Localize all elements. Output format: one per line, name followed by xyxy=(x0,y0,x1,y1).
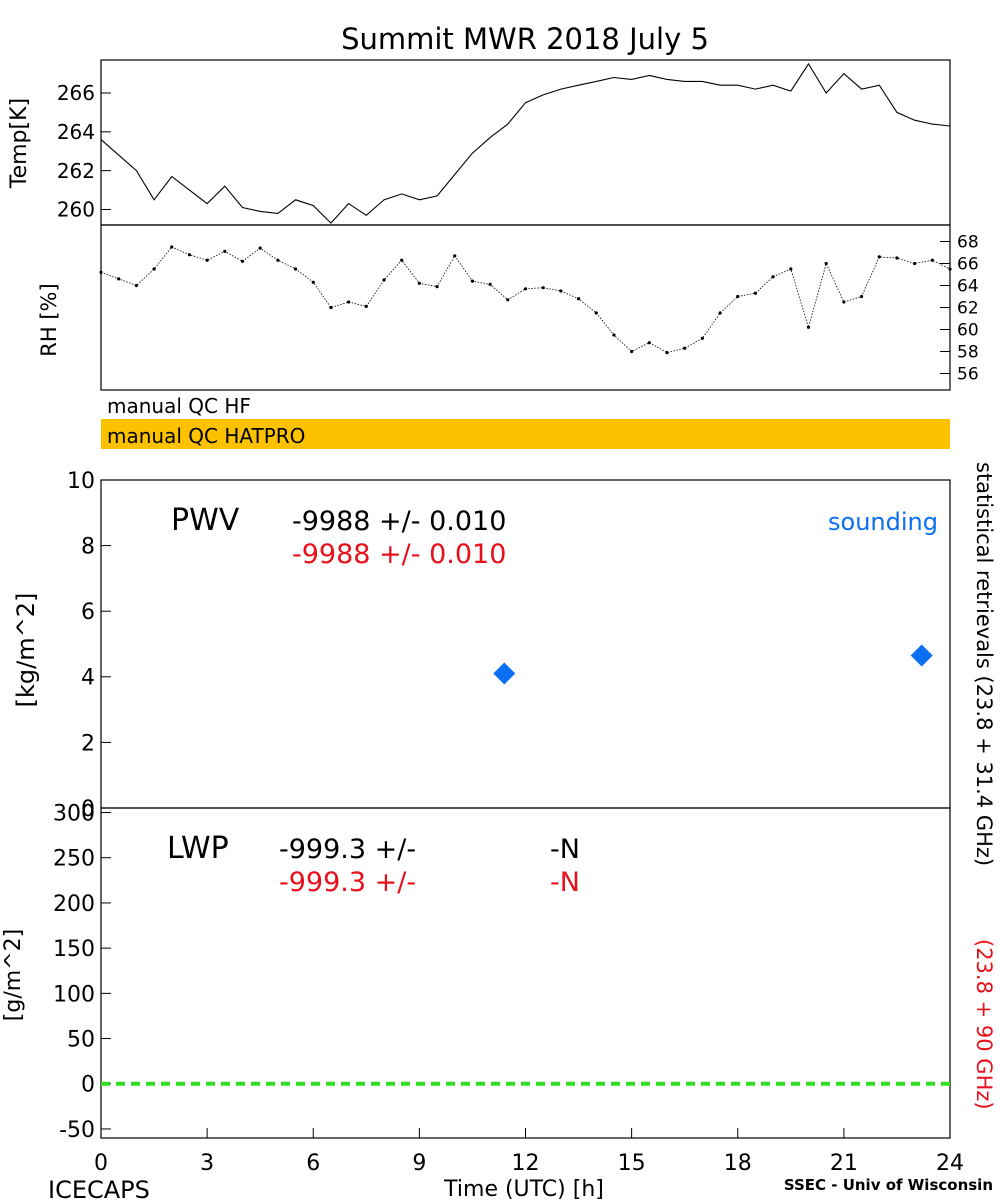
rh-point xyxy=(877,255,881,259)
rh-point xyxy=(364,304,368,308)
x-tick-label: 6 xyxy=(306,1151,320,1176)
y-tick-label: 0 xyxy=(81,797,95,822)
y-tick-label: 10 xyxy=(67,469,95,494)
chart-title: Summit MWR 2018 July 5 xyxy=(341,22,709,56)
pwv-sounding-points xyxy=(493,644,933,685)
y-tick-label: 62 xyxy=(957,299,979,319)
rh-point xyxy=(736,294,740,299)
temp-y-label: Temp[K] xyxy=(7,98,32,189)
temp-series-line xyxy=(100,62,951,224)
y-tick-label: 264 xyxy=(57,120,95,144)
pwv-stats-red: -9988 +/- 0.010 xyxy=(292,539,506,570)
rh-point xyxy=(913,261,917,266)
y-tick-label: 262 xyxy=(57,159,95,183)
lwp-y-label: [g/m^2] xyxy=(1,929,26,1021)
temp-y-ticks: 260 262 264 266 xyxy=(57,81,111,222)
qc-bars: manual QC HF manual QC HATPRO xyxy=(101,394,950,449)
x-tick-label: 0 xyxy=(94,1151,108,1176)
y-tick-label: 64 xyxy=(957,277,979,297)
y-tick-label: 260 xyxy=(57,198,95,222)
y-tick-label: 0 xyxy=(81,1073,95,1098)
rh-y-label: RH [%] xyxy=(37,283,61,356)
y-tick-label: 68 xyxy=(957,233,979,253)
y-tick-label: 8 xyxy=(81,535,95,560)
y-tick-label: 300 xyxy=(53,801,95,826)
y-tick-label: 250 xyxy=(53,847,95,872)
x-tick-label: 3 xyxy=(200,1151,214,1176)
y-tick-label: 56 xyxy=(957,365,979,385)
rh-point xyxy=(559,289,563,293)
rh-point xyxy=(930,258,934,262)
y-tick-label: 58 xyxy=(957,343,979,363)
right-label-red: (23.8 + 90 GHz) xyxy=(972,939,996,1110)
lwp-panel-label: LWP xyxy=(167,831,229,866)
x-tick-label: 15 xyxy=(618,1151,646,1176)
sounding-legend: sounding xyxy=(828,508,938,536)
y-tick-label: 60 xyxy=(957,321,979,341)
y-tick-label: 266 xyxy=(57,81,95,105)
temp-panel-frame xyxy=(100,59,951,226)
y-tick-label: 2 xyxy=(81,731,95,756)
qc-hf-label: manual QC HF xyxy=(107,394,251,418)
time-x-axis: 0 3 6 9 12 15 18 21 24 xyxy=(94,1128,964,1176)
rh-point xyxy=(806,325,811,329)
y-tick-label: 50 xyxy=(67,1027,95,1052)
rh-series-points xyxy=(99,245,952,355)
lwp-y-ticks: -50 0 50 100 150 200 250 300 xyxy=(53,801,111,1143)
pwv-panel: 0 2 4 6 8 10 [kg/m^2] PWV -9988 +/- 0.010 -99… xyxy=(12,469,951,822)
footer-right: SSEC - Univ of Wisconsin xyxy=(784,1176,993,1194)
qc-hatpro-bar xyxy=(101,419,950,449)
right-label-black: statistical retrievals (23.8 + 31.4 GHz) xyxy=(972,462,996,866)
lwp-panel: -50 0 50 100 150 200 250 300 [g/m^2] LWP -999.3… xyxy=(1,801,951,1143)
qc-hatpro-label: manual QC HATPRO xyxy=(107,424,305,448)
x-tick-label: 21 xyxy=(830,1151,858,1176)
y-tick-label: 100 xyxy=(53,982,95,1007)
x-tick-label: 12 xyxy=(512,1151,540,1176)
pwv-panel-label: PWV xyxy=(171,503,240,538)
rh-series-trace xyxy=(100,246,951,354)
lwp-stats-black: -999.3 +/- xyxy=(279,834,416,865)
pwv-stats-black: -9988 +/- 0.010 xyxy=(292,506,506,537)
x-tick-label: 18 xyxy=(724,1151,752,1176)
y-tick-label: 150 xyxy=(53,937,95,962)
sounding-point xyxy=(910,644,933,667)
pwv-y-label: [kg/m^2] xyxy=(12,593,40,708)
footer-left: ICECAPS xyxy=(48,1176,150,1200)
lwp-stats-red: -999.3 +/- xyxy=(279,867,416,898)
rh-point xyxy=(134,283,138,288)
sounding-point xyxy=(493,662,516,685)
y-tick-label: 200 xyxy=(53,892,95,917)
rh-point xyxy=(541,286,545,290)
y-tick-label: -50 xyxy=(59,1118,95,1143)
rh-point xyxy=(842,300,846,304)
pwv-y-ticks: 0 2 4 6 8 10 xyxy=(67,469,111,822)
temp-panel: 260 262 264 266 Temp[K] xyxy=(7,59,951,226)
x-tick-label: 9 xyxy=(412,1151,426,1176)
rh-point xyxy=(276,258,280,262)
y-tick-label: 4 xyxy=(81,666,95,691)
lwp-stats-red-unc: -N xyxy=(550,867,580,898)
y-tick-label: 66 xyxy=(957,255,979,275)
x-axis-label: Time (UTC) [h] xyxy=(443,1177,604,1200)
y-tick-label: 6 xyxy=(81,600,95,625)
lwp-stats-black-unc: -N xyxy=(550,834,580,865)
rh-point xyxy=(347,300,351,304)
rh-panel-frame xyxy=(100,224,951,391)
x-tick-label: 24 xyxy=(936,1151,964,1176)
